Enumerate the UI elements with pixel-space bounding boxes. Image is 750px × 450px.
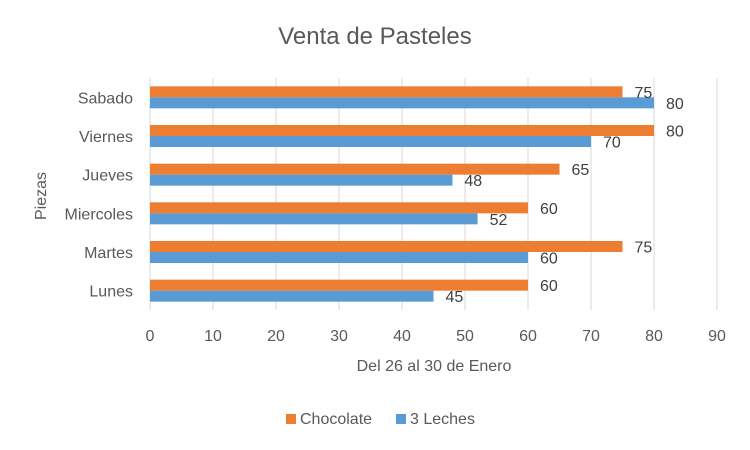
bar-chocolate: [150, 163, 560, 175]
data-label: 80: [666, 124, 684, 141]
data-label: 60: [540, 251, 558, 268]
y-tick-label: Jueves: [82, 168, 133, 185]
data-label: 48: [464, 173, 482, 190]
bar-chocolate: [150, 125, 654, 136]
y-tick-label: Miercoles: [65, 206, 133, 223]
legend: Chocolate 3 Leches: [286, 411, 475, 428]
bar-3-leches: [150, 290, 434, 302]
x-tick-label: 80: [645, 328, 663, 345]
bar-chocolate: [150, 202, 528, 214]
y-tick-label: Viernes: [79, 129, 133, 146]
chart-title: Venta de Pasteles: [278, 23, 471, 50]
y-tick-label: Sabado: [78, 90, 133, 107]
legend-swatch: [286, 414, 296, 424]
bar-chocolate: [150, 279, 528, 291]
legend-label: 3 Leches: [410, 411, 475, 428]
data-label: 45: [446, 289, 464, 306]
x-tick-label: 30: [330, 328, 348, 345]
x-tick-label: 20: [267, 328, 285, 345]
x-tick-label: 60: [519, 328, 537, 345]
x-tick-labels: 0 10 20 30 40 50 60 70 80 90: [146, 328, 726, 345]
legend-label: Chocolate: [300, 411, 372, 428]
bar-3-leches: [150, 136, 591, 147]
data-label: 80: [666, 96, 684, 113]
data-label: 70: [603, 135, 621, 152]
data-label: 60: [540, 278, 558, 295]
y-tick-labels: Lunes Martes Miercoles Jueves Viernes Sabado: [65, 90, 134, 300]
data-label: 52: [490, 212, 508, 229]
legend-swatch: [396, 414, 406, 424]
x-tick-label: 90: [708, 328, 726, 345]
x-axis-label: Del 26 al 30 de Enero: [357, 358, 512, 375]
bars-group: [150, 86, 654, 302]
y-axis-label: Piezas: [33, 172, 50, 220]
data-label: 65: [572, 162, 590, 179]
bar-3-leches: [150, 252, 528, 263]
bar-chocolate: [150, 241, 623, 252]
data-labels-group: 60 45 75 60 60 52 65 48 80 70 75 80: [446, 85, 684, 306]
x-tick-label: 10: [204, 328, 222, 345]
bar-3-leches: [150, 174, 453, 186]
x-tick-label: 40: [393, 328, 411, 345]
data-label: 75: [635, 240, 653, 257]
y-tick-label: Martes: [84, 245, 133, 262]
bar-3-leches: [150, 213, 478, 225]
data-label: 75: [635, 85, 653, 102]
bar-3-leches: [150, 97, 654, 109]
x-tick-label: 50: [456, 328, 474, 345]
data-label: 60: [540, 201, 558, 218]
y-tick-label: Lunes: [89, 284, 133, 301]
grid-lines: [149, 78, 718, 310]
bar-chocolate: [150, 86, 623, 98]
x-tick-label: 70: [582, 328, 600, 345]
x-tick-label: 0: [146, 328, 155, 345]
